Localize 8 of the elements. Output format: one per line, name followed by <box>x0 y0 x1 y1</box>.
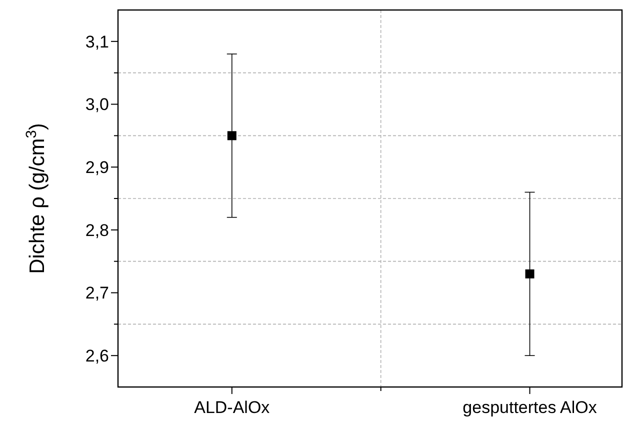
x-tick-label: ALD-AlOx <box>194 398 270 417</box>
y-tick-label: 2,7 <box>85 284 109 303</box>
y-tick-label: 3,1 <box>85 32 109 52</box>
y-tick-label: 2,6 <box>85 346 109 366</box>
x-tick-label: gesputtertes AlOx <box>462 398 598 417</box>
y-tick-label: 2,9 <box>85 158 109 178</box>
y-tick-label: 2,8 <box>85 220 109 240</box>
y-tick-label: 3,0 <box>85 95 109 114</box>
